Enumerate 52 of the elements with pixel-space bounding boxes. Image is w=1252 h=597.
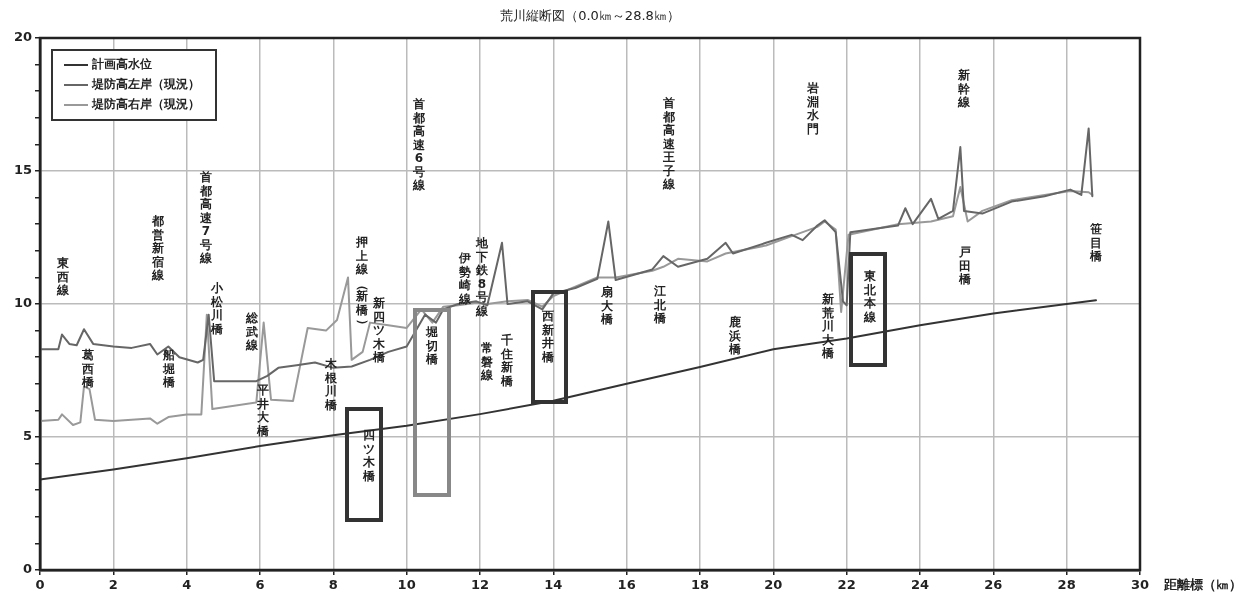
annotation: 新幹線 xyxy=(957,68,971,110)
annotation: 首都高速7号線 xyxy=(199,170,213,266)
annotation: 押上線（新橋） xyxy=(355,235,370,331)
legend-label: 計画高水位 xyxy=(91,57,152,72)
x-tick-label: 14 xyxy=(544,577,563,593)
x-tick-label: 22 xyxy=(837,577,856,593)
x-tick-label: 18 xyxy=(690,577,710,593)
x-tick-label: 16 xyxy=(617,577,636,593)
annotation: 江北橋 xyxy=(653,284,667,326)
annotation: 千住新橋 xyxy=(500,333,514,388)
annotation: 常磐線 xyxy=(480,341,494,383)
x-tick-label: 28 xyxy=(1057,577,1076,593)
x-tick-label: 8 xyxy=(328,577,338,593)
legend-label: 堤防高右岸（現況） xyxy=(91,97,200,112)
annotation: 東西線 xyxy=(56,256,70,298)
annotation: 平井大橋 xyxy=(256,383,270,438)
y-tick-label: 15 xyxy=(13,162,32,178)
annotation: 扇大橋 xyxy=(600,285,614,327)
chart-title: 荒川縦断図（0.0㎞～28.8㎞） xyxy=(500,8,680,24)
y-tick-label: 0 xyxy=(22,561,32,577)
y-tick-label: 10 xyxy=(13,295,32,311)
annotation: 小松川橋 xyxy=(210,281,224,336)
annotation: 笹目橋 xyxy=(1089,222,1103,264)
annotation: 総武線 xyxy=(245,311,259,353)
x-tick-label: 24 xyxy=(910,577,930,593)
annotation: 首都高速6号線 xyxy=(412,97,426,193)
x-tick-label: 6 xyxy=(255,577,265,593)
annotation: 堀切橋 xyxy=(425,325,439,367)
annotation: 首都高速王子線 xyxy=(662,96,676,192)
annotation: 伊勢崎線 xyxy=(458,251,472,306)
annotation: 都営新宿線 xyxy=(151,214,165,283)
x-axis-title: 距離標（㎞） xyxy=(1163,577,1242,593)
x-tick-label: 30 xyxy=(1130,577,1150,593)
annotation: 四ツ木橋 xyxy=(362,428,376,483)
annotation: 戸田橋 xyxy=(958,245,972,287)
annotation: 船堀橋 xyxy=(162,348,176,390)
annotation: 地下鉄8号線 xyxy=(475,236,489,318)
y-tick-label: 5 xyxy=(22,428,32,444)
x-tick-label: 12 xyxy=(470,577,490,593)
annotation: 東北本線 xyxy=(863,269,877,324)
x-tick-label: 10 xyxy=(397,577,416,593)
y-tick-label: 20 xyxy=(13,29,32,45)
legend-label: 堤防高左岸（現況） xyxy=(91,77,200,92)
annotation: 西新井橋 xyxy=(541,309,555,364)
x-tick-label: 26 xyxy=(984,577,1003,593)
x-tick-label: 2 xyxy=(108,577,118,593)
annotation: 鹿浜橋 xyxy=(728,315,742,357)
x-tick-label: 4 xyxy=(182,577,192,593)
annotation: 葛西橋 xyxy=(81,348,95,390)
annotation: 岩淵水門 xyxy=(806,81,820,136)
x-tick-label: 20 xyxy=(764,577,783,593)
x-tick-label: 0 xyxy=(35,577,45,593)
